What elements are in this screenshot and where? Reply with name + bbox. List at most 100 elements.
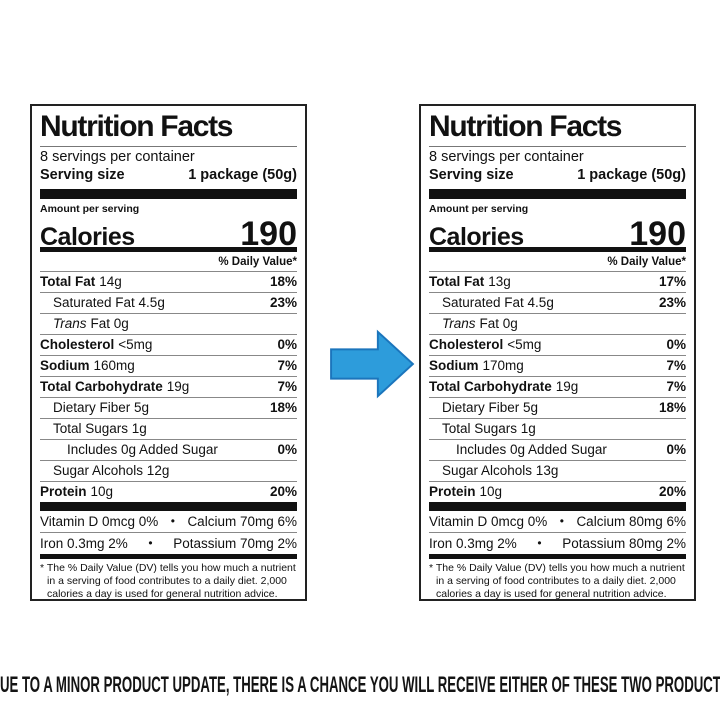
disclaimer-banner: DUE TO A MINOR PRODUCT UPDATE, THERE IS …	[0, 672, 720, 698]
nutrient-dv-percent: 18%	[658, 400, 686, 415]
micro-right: Potassium 70mg 2%	[173, 536, 297, 551]
nutrient-name: Total Carbohydrate	[40, 379, 163, 394]
nutrient-dv-percent: 7%	[666, 358, 686, 373]
nutrient-row-total-carbohydrate: Total Carbohydrate 19g 7%	[429, 376, 686, 397]
divider-bar-thick	[40, 502, 297, 511]
nutrition-label-left: Nutrition Facts 8 servings per container…	[30, 104, 307, 601]
bullet-separator: •	[148, 536, 153, 550]
nutrient-row-protein: Protein 10g 20%	[429, 481, 686, 502]
amount-per-serving: Amount per serving	[40, 203, 140, 215]
nutrient-dv-percent: 7%	[666, 379, 686, 394]
nutrient-amount: Total Sugars 1g	[442, 421, 536, 436]
micronutrient-row: Iron 0.3mg 2% • Potassium 70mg 2%	[40, 532, 297, 554]
divider-bar-medium	[40, 247, 297, 252]
nutrient-dv-percent: 7%	[277, 379, 297, 394]
nutrient-row-total-fat: Total Fat 14g 18%	[40, 271, 297, 292]
nutrient-name: Protein	[429, 484, 476, 499]
daily-value-footnote: * The % Daily Value (DV) tells you how m…	[429, 562, 685, 600]
nutrient-dv-percent: 23%	[269, 295, 297, 310]
divider-bar-medium	[429, 247, 686, 252]
serving-size-row: Serving size 1 package (50g)	[429, 166, 686, 185]
nutrient-row-saturated-fat: Saturated Fat 4.5g 23%	[40, 292, 297, 313]
serving-size-value: 1 package (50g)	[577, 167, 686, 183]
nutrient-amount: <5mg	[118, 337, 153, 352]
nutrient-name: Cholesterol	[429, 337, 504, 352]
micro-right: Calcium 70mg 6%	[187, 514, 297, 529]
micro-right: Calcium 80mg 6%	[576, 514, 686, 529]
nutrient-dv-percent: 0%	[666, 442, 686, 457]
daily-value-header: % Daily Value*	[607, 256, 686, 268]
nutrient-amount: <5mg	[507, 337, 542, 352]
nutrient-amount: 160mg	[93, 358, 135, 373]
nutrient-amount: Saturated Fat 4.5g	[53, 295, 165, 310]
divider-hairline	[40, 146, 297, 147]
nutrient-amount: Saturated Fat 4.5g	[442, 295, 554, 310]
nutrient-name: Total Fat	[429, 274, 485, 289]
calories-label: Calories	[40, 223, 135, 251]
update-arrow	[329, 326, 415, 402]
nutrient-row-sugar-alcohols: Sugar Alcohols 12g	[40, 460, 297, 481]
nutrient-amount: Fat 0g	[479, 316, 518, 331]
divider-bar-thick	[40, 189, 297, 199]
nutrient-row-added-sugar: Includes 0g Added Sugar 0%	[429, 439, 686, 460]
nutrient-row-saturated-fat: Saturated Fat 4.5g 23%	[429, 292, 686, 313]
micronutrient-row: Vitamin D 0mcg 0% • Calcium 70mg 6%	[40, 511, 297, 532]
micro-left: Iron 0.3mg 2%	[429, 536, 517, 551]
disclaimer-text: DUE TO A MINOR PRODUCT UPDATE, THERE IS …	[0, 672, 720, 697]
nutrient-amount: Dietary Fiber 5g	[442, 400, 539, 415]
micro-right: Potassium 80mg 2%	[562, 536, 686, 551]
label-title: Nutrition Facts	[429, 110, 622, 143]
nutrient-row-trans-fat: Trans Fat 0g	[429, 313, 686, 334]
micro-left: Vitamin D 0mcg 0%	[429, 514, 548, 529]
nutrient-dv-percent: 20%	[658, 484, 686, 499]
daily-value-footnote: * The % Daily Value (DV) tells you how m…	[40, 562, 296, 600]
calories-row: Calories 190	[40, 215, 297, 253]
nutrient-dv-percent: 23%	[658, 295, 686, 310]
nutrient-amount: 10g	[479, 484, 503, 499]
serving-size-value: 1 package (50g)	[188, 167, 297, 183]
bullet-separator: •	[537, 536, 542, 550]
micronutrient-row: Vitamin D 0mcg 0% • Calcium 80mg 6%	[429, 511, 686, 532]
divider-bar-thick	[429, 189, 686, 199]
nutrient-name: Sodium	[40, 358, 90, 373]
nutrient-row-total-fat: Total Fat 13g 17%	[429, 271, 686, 292]
calories-value: 190	[240, 215, 297, 253]
nutrient-name: Protein	[40, 484, 87, 499]
nutrient-row-trans-fat: Trans Fat 0g	[40, 313, 297, 334]
serving-size-label: Serving size	[40, 167, 125, 183]
daily-value-header: % Daily Value*	[218, 256, 297, 268]
calories-value: 190	[629, 215, 686, 253]
servings-per-container: 8 servings per container	[429, 149, 584, 165]
nutrient-row-cholesterol: Cholesterol <5mg 0%	[429, 334, 686, 355]
micronutrient-row: Iron 0.3mg 2% • Potassium 80mg 2%	[429, 532, 686, 554]
nutrient-name-italic: Trans	[442, 316, 476, 331]
divider-bar-thick	[429, 502, 686, 511]
nutrient-row-total-carbohydrate: Total Carbohydrate 19g 7%	[40, 376, 297, 397]
serving-size-label: Serving size	[429, 167, 514, 183]
nutrient-row-cholesterol: Cholesterol <5mg 0%	[40, 334, 297, 355]
nutrient-row-sodium: Sodium 170mg 7%	[429, 355, 686, 376]
nutrient-row-protein: Protein 10g 20%	[40, 481, 297, 502]
nutrient-dv-percent: 7%	[277, 358, 297, 373]
nutrient-amount: Total Sugars 1g	[53, 421, 147, 436]
serving-size-row: Serving size 1 package (50g)	[40, 166, 297, 185]
divider-hairline	[429, 146, 686, 147]
nutrient-dv-percent: 20%	[269, 484, 297, 499]
nutrition-label-right: Nutrition Facts 8 servings per container…	[419, 104, 696, 601]
bullet-separator: •	[559, 514, 564, 528]
arrow-right-icon	[330, 329, 415, 399]
nutrient-row-sodium: Sodium 160mg 7%	[40, 355, 297, 376]
nutrient-amount: Includes 0g Added Sugar	[67, 442, 218, 457]
divider-bar-medium	[429, 554, 686, 559]
nutrient-dv-percent: 17%	[658, 274, 686, 289]
nutrient-amount: 19g	[166, 379, 190, 394]
nutrient-amount: 14g	[99, 274, 122, 289]
nutrient-amount: Dietary Fiber 5g	[53, 400, 150, 415]
label-title: Nutrition Facts	[40, 110, 233, 143]
nutrient-name: Total Carbohydrate	[429, 379, 552, 394]
nutrient-row-added-sugar: Includes 0g Added Sugar 0%	[40, 439, 297, 460]
nutrient-amount: Sugar Alcohols 12g	[53, 463, 170, 478]
nutrient-amount: 13g	[488, 274, 511, 289]
nutrient-row-dietary-fiber: Dietary Fiber 5g 18%	[429, 397, 686, 418]
divider-bar-medium	[40, 554, 297, 559]
